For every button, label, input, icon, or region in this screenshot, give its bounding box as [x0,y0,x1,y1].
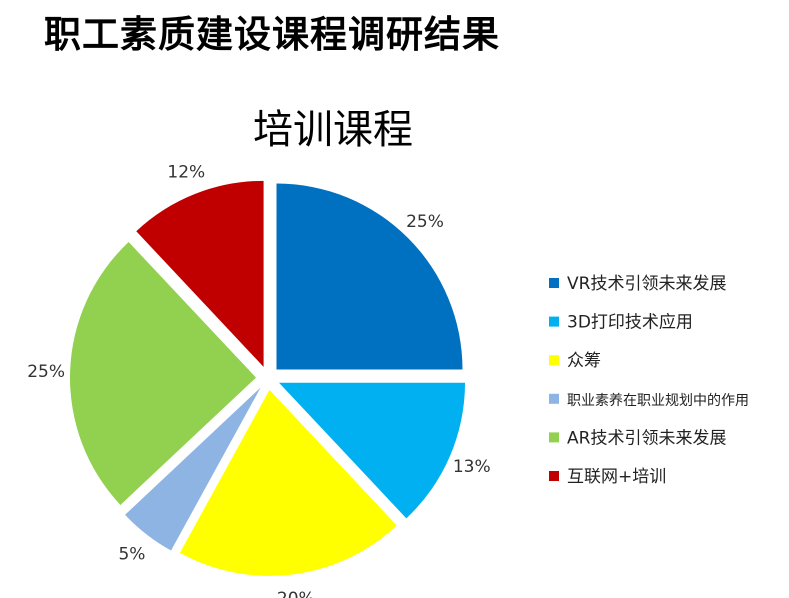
legend-swatch-2 [549,316,559,327]
pie-slice-1 [276,183,463,370]
data-label-5: 25% [27,362,65,382]
pie-slice-5 [70,242,257,505]
data-label-1: 25% [406,212,444,232]
chart-title: 培训课程 [253,107,413,153]
data-label-3: 20% [277,589,315,598]
legend-label-5: AR技术引领未来发展 [567,428,726,448]
pie-slice-6 [136,180,264,367]
legend-swatch-4 [549,393,559,404]
pie-slice-2 [279,382,466,519]
legend-label-6: 互联网+培训 [567,467,666,487]
pie-slice-3 [179,389,397,576]
pie-slice-4 [125,387,261,551]
legend-label-3: 众筹 [567,351,601,371]
legend-label-1: VR技术引领未来发展 [567,274,726,294]
data-label-2: 13% [453,457,491,477]
legend-swatch-3 [549,355,559,366]
page-title: 职工素质建设课程调研结果 [44,13,500,56]
data-label-6: 12% [167,163,205,183]
pie-slices [70,180,466,576]
data-label-4: 5% [118,544,145,564]
legend-label-4: 职业素养在职业规划中的作用 [567,393,749,409]
legend-swatch-5 [549,432,559,443]
legend-swatch-1 [549,278,559,288]
legend-label-2: 3D打印技术应用 [567,313,693,333]
legend-swatch-6 [549,471,559,481]
pie-data-labels: 25% 13% 20% 5% 25% 12% [27,163,490,598]
